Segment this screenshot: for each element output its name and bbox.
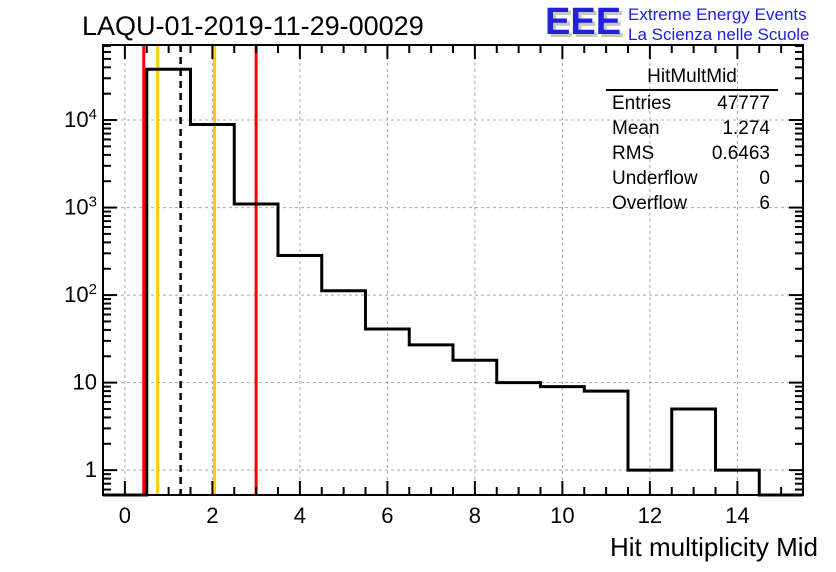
stat-value: 6 xyxy=(759,193,770,214)
histogram-line xyxy=(103,67,803,497)
eee-logo-line2: La Scienza nelle Scuole xyxy=(628,25,810,44)
x-tick-label: 0 xyxy=(119,503,131,528)
stat-label: RMS xyxy=(612,143,655,164)
marker-lines xyxy=(142,45,258,495)
axis-labels: 0 2 4 6 8 10 12 14 1 10 102 103 104 Hit multiplicity … xyxy=(64,106,818,562)
stat-value: 47777 xyxy=(717,93,770,114)
x-tick-label: 8 xyxy=(469,503,481,528)
stats-row-rms: RMS 0.6463 xyxy=(606,141,778,166)
eee-logo: EEE Extreme Energy Events La Scienza nel… xyxy=(545,2,810,45)
y-tick-label: 104 xyxy=(64,106,97,132)
stat-value: 0 xyxy=(759,168,770,189)
stat-value: 0.6463 xyxy=(711,143,770,164)
x-tick-label: 4 xyxy=(294,503,306,528)
stat-label: Entries xyxy=(612,93,672,114)
plot-title: LAQU-01-2019-11-29-00029 xyxy=(82,11,424,41)
stats-row-entries: Entries 47777 xyxy=(606,91,778,116)
y-tick-label: 103 xyxy=(64,194,97,220)
stats-row-underflow: Underflow 0 xyxy=(606,166,778,191)
x-axis-title: Hit multiplicity Mid xyxy=(610,532,818,562)
axis-ticks xyxy=(103,45,803,495)
stats-row-overflow: Overflow 6 xyxy=(606,191,778,216)
stat-label: Underflow xyxy=(612,168,698,189)
stats-title: HitMultMid xyxy=(606,66,778,91)
y-tick-label: 10 xyxy=(73,370,97,395)
x-tick-label: 6 xyxy=(381,503,393,528)
stats-box: HitMultMid Entries 47777 Mean 1.274 RMS … xyxy=(606,66,778,216)
eee-logo-acronym: EEE xyxy=(545,1,622,43)
eee-logo-line1: Extreme Energy Events xyxy=(628,5,807,24)
x-tick-label: 12 xyxy=(638,503,662,528)
stat-value: 1.274 xyxy=(722,118,770,139)
stat-label: Mean xyxy=(612,118,660,139)
stat-label: Overflow xyxy=(612,193,687,214)
x-tick-label: 14 xyxy=(725,503,749,528)
x-tick-label: 2 xyxy=(206,503,218,528)
grid-lines xyxy=(103,45,803,495)
eee-logo-text: Extreme Energy Events La Scienza nelle S… xyxy=(628,2,809,45)
x-tick-label: 10 xyxy=(550,503,574,528)
stats-row-mean: Mean 1.274 xyxy=(606,116,778,141)
y-tick-label: 102 xyxy=(64,281,97,307)
y-tick-label: 1 xyxy=(85,457,97,482)
